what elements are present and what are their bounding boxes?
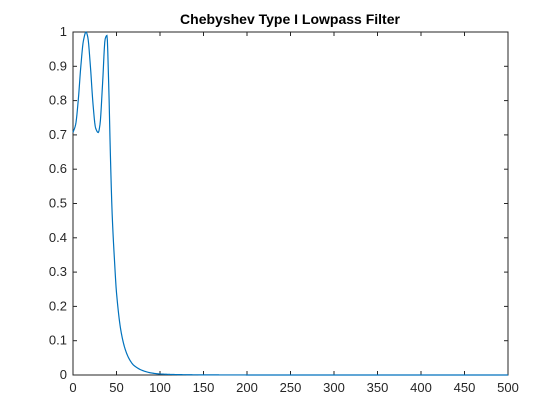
y-tick-label: 0.4 <box>49 230 67 245</box>
x-axis: 0 50 100 150 200 250 300 350 400 450 500 <box>69 32 519 395</box>
chart-title: Chebyshev Type I Lowpass Filter <box>180 11 400 27</box>
y-tick-label: 1 <box>60 24 67 39</box>
x-tick-label: 100 <box>149 380 171 395</box>
y-axis: 0 0.1 0.2 0.3 0.4 0.5 0.6 0.7 0.8 0.9 1 <box>49 24 508 382</box>
y-tick-label: 0.7 <box>49 127 67 142</box>
plot-area <box>72 31 509 376</box>
y-tick-label: 0 <box>60 367 67 382</box>
series-line <box>72 31 508 376</box>
y-tick-label: 0.2 <box>49 298 67 313</box>
y-tick-label: 0.9 <box>49 58 67 73</box>
y-tick-label: 0.1 <box>49 333 67 348</box>
x-tick-label: 200 <box>236 380 258 395</box>
x-tick-label: 0 <box>69 380 76 395</box>
y-tick-label: 0.6 <box>49 161 67 176</box>
x-tick-label: 400 <box>410 380 432 395</box>
y-tick-label: 0.5 <box>49 196 67 211</box>
y-tick-label: 0.8 <box>49 93 67 108</box>
x-tick-label: 500 <box>497 380 519 395</box>
x-tick-label: 50 <box>109 380 123 395</box>
x-tick-label: 150 <box>193 380 215 395</box>
x-tick-label: 450 <box>454 380 476 395</box>
y-tick-label: 0.3 <box>49 264 67 279</box>
x-tick-label: 350 <box>367 380 389 395</box>
x-tick-label: 250 <box>280 380 302 395</box>
x-tick-label: 300 <box>323 380 345 395</box>
